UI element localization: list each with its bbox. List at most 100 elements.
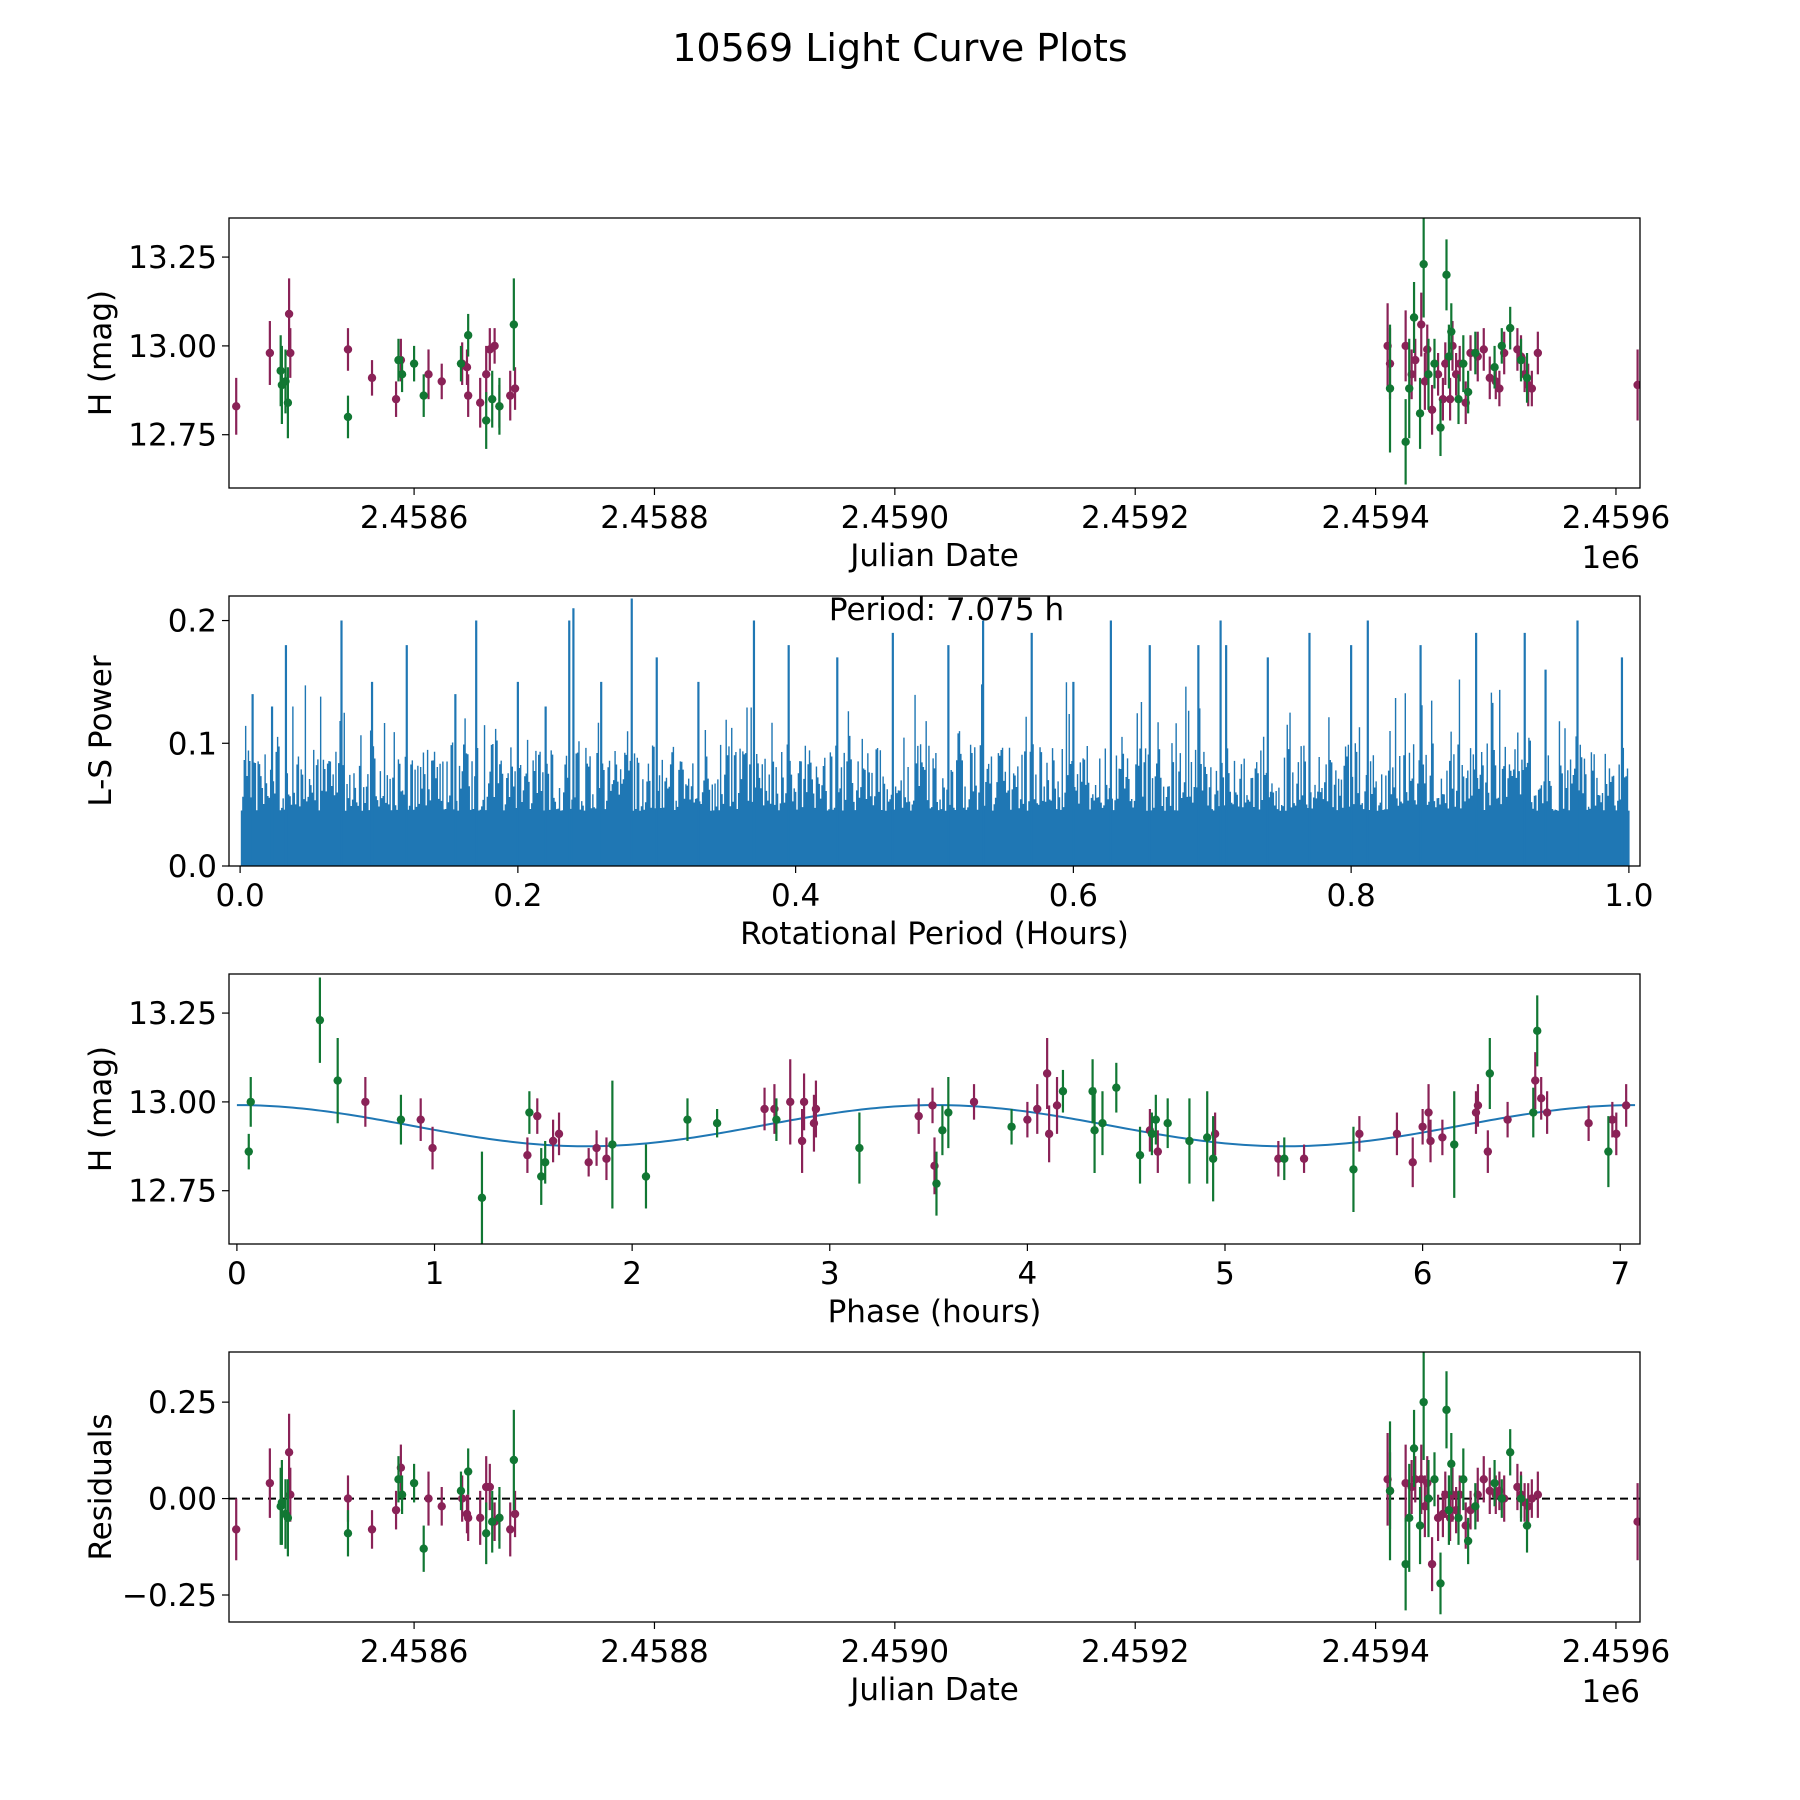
lightcurve-ytick-label: 13.00 [128,329,217,365]
periodogram-xlabel: Rotational Period (Hours) [740,916,1129,952]
lightcurve-point [276,366,285,375]
residuals-point [277,1498,287,1507]
phased-point [786,1097,795,1107]
phased-point [396,1115,406,1124]
phased-point [1608,1115,1617,1124]
phased-point [244,1147,253,1156]
lightcurve-point [1479,345,1488,354]
lightcurve-point [475,398,485,407]
lightcurve-point [1513,345,1522,354]
lightcurve-xtick-label: 2.4594 [1321,500,1429,536]
residuals-xtick-label: 2.4592 [1081,1634,1189,1670]
lightcurve-xtick-label: 2.4592 [1081,500,1189,536]
lightcurve-point [367,373,377,383]
phased-point [1208,1154,1218,1163]
periodogram-plot-area [240,598,1630,866]
lightcurve-point [1385,384,1395,393]
residuals-point [1427,1559,1437,1569]
lightcurve-point [1420,377,1430,386]
residuals-point [394,1475,403,1484]
phased-point [602,1154,611,1163]
lightcurve-point [1415,409,1425,418]
lightcurve-point [1490,363,1499,372]
phased-point [608,1140,617,1149]
residuals-point [488,1517,497,1526]
lightcurve-xtick-label: 2.4590 [841,500,949,536]
periodogram-ytick-label: 0.0 [168,849,217,885]
phased-point [712,1119,722,1128]
phased-point [811,1104,821,1114]
phased-point [1604,1147,1613,1156]
residuals-point [1401,1478,1410,1488]
phased-point [938,1126,947,1135]
phased-point [1090,1126,1099,1135]
phased-point [1536,1094,1546,1103]
residuals-point [1527,1494,1537,1503]
lightcurve-point [419,391,428,400]
phased-point [641,1172,651,1181]
lightcurve-point [509,320,519,329]
residuals-point [1409,1444,1419,1453]
periodogram-ylabel: L-S Power [83,655,119,806]
residuals-point [475,1513,485,1523]
lightcurve-point [1401,437,1410,447]
lightcurve-xlabel: Julian Date [848,538,1019,574]
phased-point [1203,1133,1212,1142]
lightcurve-ytick-label: 12.75 [128,418,217,454]
residuals-point [1401,1559,1410,1569]
phased-point [533,1111,542,1121]
periodogram-xtick-label: 0.2 [493,878,542,914]
periodogram-xtick-label: 0.4 [771,878,820,914]
phased-point [1584,1119,1593,1128]
residuals-ytick-label: 0.00 [148,1482,217,1518]
residuals-point [1471,1502,1480,1511]
lightcurve-point [1427,405,1437,415]
lightcurve-point [1633,380,1640,390]
lightcurve-point [286,348,295,358]
phased-point [1438,1133,1447,1142]
phased-point [1503,1115,1512,1124]
phased-point [1473,1101,1483,1110]
periodogram-ytick-label: 0.1 [168,726,217,762]
lightcurve-point [463,331,473,340]
phased-point [1612,1129,1621,1139]
residuals-point [1430,1475,1439,1484]
residuals-xtick-label: 2.4588 [600,1634,708,1670]
phased-point [1023,1115,1032,1124]
phased-point [683,1115,692,1124]
lightcurve-point [1459,359,1468,368]
residuals-point [1405,1513,1414,1523]
phased-point [772,1115,781,1124]
phased-point [477,1193,487,1203]
phased-point [1163,1119,1172,1128]
lightcurve-point [490,341,499,351]
lightcurve-point [1424,370,1433,379]
phased-ytick-label: 13.00 [128,1085,217,1121]
phased-point [1185,1136,1194,1146]
phased-frame [228,973,1641,1245]
phased-xtick-label: 6 [1413,1256,1433,1292]
phased-point [1299,1154,1309,1163]
phased-point [1450,1140,1459,1149]
phased-point [537,1172,546,1181]
phased-point [914,1111,923,1121]
lightcurve-point [506,391,515,400]
phased-point [1392,1129,1402,1139]
phased-point [855,1143,864,1153]
residuals-point [424,1494,433,1503]
phased-point [416,1115,425,1124]
lightcurve-point [1495,384,1504,393]
residuals-point [1513,1482,1522,1492]
phased-xtick-label: 2 [622,1256,642,1292]
phased-point [1044,1129,1054,1139]
residuals-point [409,1478,419,1488]
residuals-point [1463,1536,1473,1546]
lightcurve-point [1423,345,1432,354]
residuals-point [1516,1494,1526,1503]
phased-point [428,1143,437,1153]
lightcurve-point [1527,384,1537,393]
residuals-point [1497,1494,1506,1503]
residuals-point [1423,1478,1432,1488]
phased-point [1098,1119,1107,1128]
phased-point [1533,1026,1542,1036]
